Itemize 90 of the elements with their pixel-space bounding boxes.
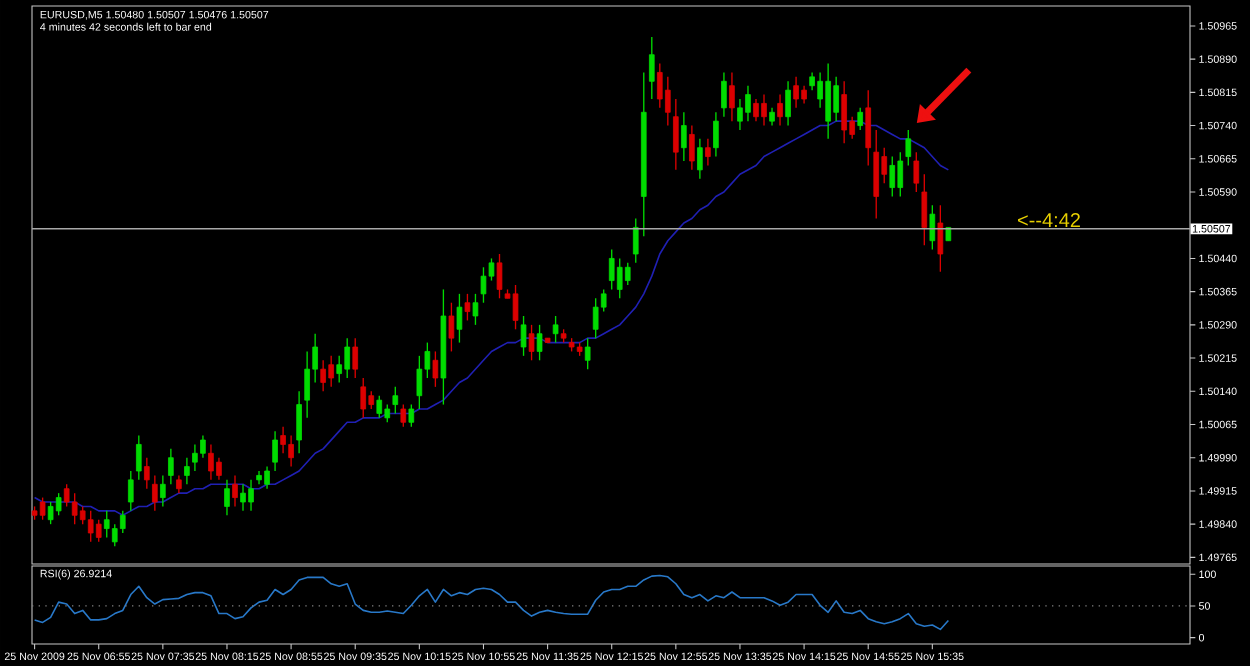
candlestick [913,151,920,193]
candlestick [224,479,230,516]
candlestick [432,350,439,388]
candlestick [63,483,70,508]
candlestick [737,98,743,131]
candlestick [865,89,872,167]
candlestick [905,129,912,167]
candlestick [929,204,936,251]
candlestick [673,98,679,171]
candlestick [248,479,254,512]
candlestick [825,62,831,140]
candlestick [392,386,399,415]
candlestick [937,204,944,273]
candlestick [681,111,687,162]
candlestick [344,337,351,379]
candlestick [921,173,928,246]
candlestick [127,470,134,512]
candlestick [689,124,695,171]
candlestick [785,80,791,127]
candlestick [616,257,623,299]
candlestick [536,324,543,361]
candlestick [320,359,326,392]
candlestick [897,151,904,198]
candlestick [400,403,407,428]
candlestick [288,434,294,468]
candlestick [729,71,735,122]
candlestick [512,284,519,330]
candlestick [200,434,206,459]
candlestick [416,355,423,410]
candlestick [713,111,719,158]
candlestick [304,350,310,419]
candlestick [777,93,783,127]
candlestick [833,76,839,122]
candlestick [152,474,158,512]
candlestick [721,71,727,118]
candlestick [753,98,759,122]
candlestick [873,129,880,220]
candlestick [352,337,359,379]
candlestick [160,474,166,508]
candlestick [71,492,78,525]
candlestick [272,430,278,472]
candlestick [480,266,487,304]
candlestick [841,80,847,144]
candlestick [624,262,631,286]
annotation: <--4:42 [1018,212,1080,227]
candlestick [745,85,751,122]
candlestick [87,510,94,543]
candlestick [793,76,799,109]
candlestick [192,443,198,472]
candlestick [360,377,367,419]
candlestick [857,107,863,131]
candlestick [208,443,214,481]
candlestick [632,217,639,264]
candlestick [232,474,238,508]
candlestick [264,465,270,490]
candlestick [665,76,671,127]
candlestick [705,138,711,167]
candlestick [761,93,767,127]
candlestick [376,395,383,419]
candlestick [55,492,62,516]
candlestick [464,293,471,322]
candlestick [144,457,150,490]
candlestick [328,355,334,388]
candlestick [552,315,559,344]
candlestick [111,523,118,547]
candlestick [280,426,286,454]
candlestick [39,496,46,521]
candlestick [240,483,246,512]
candlestick [608,248,615,291]
candlestick [528,324,535,361]
candlestick [95,519,102,543]
candlestick [456,293,463,344]
candlestick [648,36,655,100]
candlestick [448,302,455,353]
candlestick [296,390,302,454]
candlestick [184,457,190,485]
candlestick [520,315,527,357]
candlestick [697,138,703,180]
candlestick [889,155,896,198]
candlestick [47,501,54,525]
candlestick [496,253,503,299]
candlestick [584,337,591,370]
candlestick [216,457,222,481]
candlestick [103,510,110,539]
candlestick [472,293,479,326]
candlestick [592,297,599,339]
candlestick [168,448,174,485]
candlestick [657,62,663,109]
candlestick [408,403,415,428]
candlestick [136,434,142,481]
